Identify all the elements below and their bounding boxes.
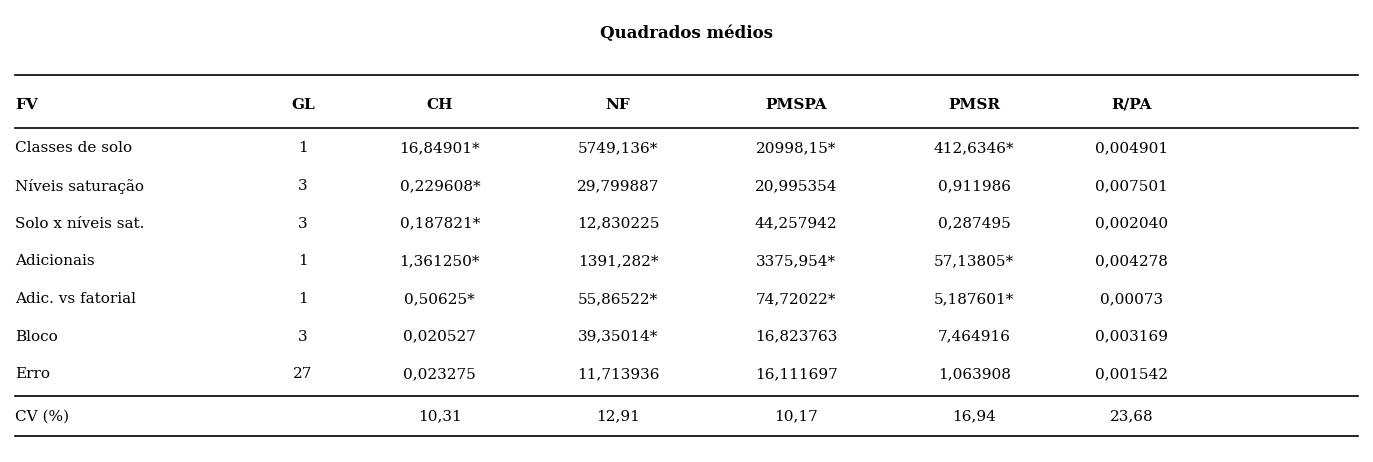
Text: 11,713936: 11,713936 <box>577 367 659 381</box>
Text: 23,68: 23,68 <box>1109 410 1153 424</box>
Text: Bloco: Bloco <box>15 330 58 344</box>
Text: Quadrados médios: Quadrados médios <box>600 25 773 42</box>
Text: PMSR: PMSR <box>949 98 1001 112</box>
Text: 29,799887: 29,799887 <box>577 179 659 193</box>
Text: 0,50625*: 0,50625* <box>405 292 475 306</box>
Text: 7,464916: 7,464916 <box>938 330 1011 344</box>
Text: Classes de solo: Classes de solo <box>15 141 132 155</box>
Text: 0,002040: 0,002040 <box>1096 217 1168 231</box>
Text: 1,361250*: 1,361250* <box>400 255 481 268</box>
Text: 0,00073: 0,00073 <box>1100 292 1163 306</box>
Text: 412,6346*: 412,6346* <box>934 141 1015 155</box>
Text: NF: NF <box>605 98 630 112</box>
Text: 20,995354: 20,995354 <box>755 179 838 193</box>
Text: 3: 3 <box>298 217 308 231</box>
Text: GL: GL <box>291 98 314 112</box>
Text: CV (%): CV (%) <box>15 410 69 424</box>
Text: PMSPA: PMSPA <box>765 98 827 112</box>
Text: Adicionais: Adicionais <box>15 255 95 268</box>
Text: CH: CH <box>427 98 453 112</box>
Text: Adic. vs fatorial: Adic. vs fatorial <box>15 292 136 306</box>
Text: 16,823763: 16,823763 <box>755 330 838 344</box>
Text: 0,007501: 0,007501 <box>1096 179 1168 193</box>
Text: 44,257942: 44,257942 <box>755 217 838 231</box>
Text: 1: 1 <box>298 141 308 155</box>
Text: 16,84901*: 16,84901* <box>400 141 481 155</box>
Text: 27: 27 <box>294 367 313 381</box>
Text: 0,004278: 0,004278 <box>1096 255 1168 268</box>
Text: Solo x níveis sat.: Solo x níveis sat. <box>15 217 144 231</box>
Text: 0,911986: 0,911986 <box>938 179 1011 193</box>
Text: 1391,282*: 1391,282* <box>578 255 658 268</box>
Text: 10,17: 10,17 <box>774 410 818 424</box>
Text: 0,229608*: 0,229608* <box>400 179 481 193</box>
Text: 55,86522*: 55,86522* <box>578 292 658 306</box>
Text: 0,287495: 0,287495 <box>938 217 1011 231</box>
Text: FV: FV <box>15 98 38 112</box>
Text: 5749,136*: 5749,136* <box>578 141 658 155</box>
Text: 12,830225: 12,830225 <box>577 217 659 231</box>
Text: R/PA: R/PA <box>1112 98 1152 112</box>
Text: 0,004901: 0,004901 <box>1096 141 1168 155</box>
Text: 1: 1 <box>298 292 308 306</box>
Text: Níveis saturação: Níveis saturação <box>15 178 144 194</box>
Text: Erro: Erro <box>15 367 49 381</box>
Text: 12,91: 12,91 <box>596 410 640 424</box>
Text: 16,111697: 16,111697 <box>755 367 838 381</box>
Text: 10,31: 10,31 <box>417 410 461 424</box>
Text: 0,187821*: 0,187821* <box>400 217 481 231</box>
Text: 39,35014*: 39,35014* <box>578 330 658 344</box>
Text: 57,13805*: 57,13805* <box>934 255 1015 268</box>
Text: 1,063908: 1,063908 <box>938 367 1011 381</box>
Text: 0,001542: 0,001542 <box>1096 367 1168 381</box>
Text: 0,020527: 0,020527 <box>404 330 476 344</box>
Text: 74,72022*: 74,72022* <box>757 292 836 306</box>
Text: 0,003169: 0,003169 <box>1096 330 1168 344</box>
Text: 20998,15*: 20998,15* <box>757 141 836 155</box>
Text: 0,023275: 0,023275 <box>404 367 476 381</box>
Text: 3375,954*: 3375,954* <box>757 255 836 268</box>
Text: 3: 3 <box>298 179 308 193</box>
Text: 5,187601*: 5,187601* <box>934 292 1015 306</box>
Text: 1: 1 <box>298 255 308 268</box>
Text: 16,94: 16,94 <box>953 410 997 424</box>
Text: 3: 3 <box>298 330 308 344</box>
